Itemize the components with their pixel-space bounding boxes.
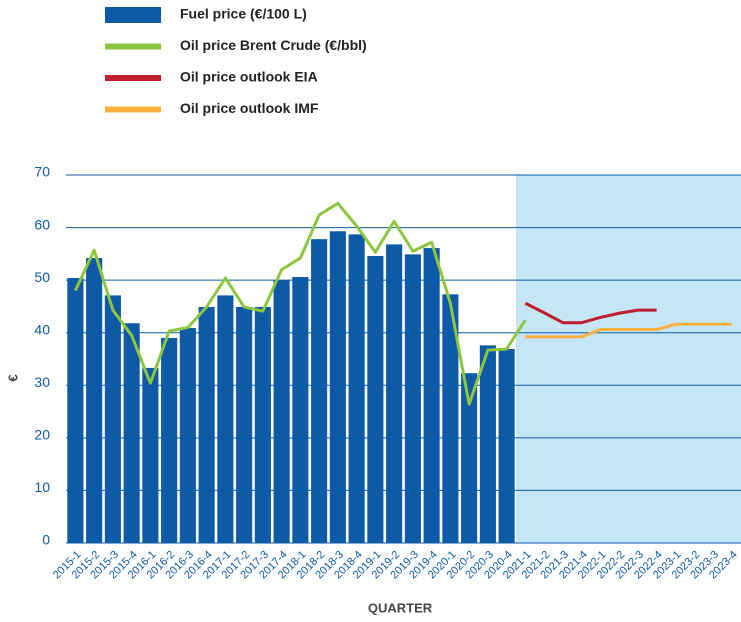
forecast-area <box>516 175 741 543</box>
bar <box>292 276 309 543</box>
y-tick-label: 60 <box>34 216 50 232</box>
bar <box>104 295 121 543</box>
line <box>524 301 657 325</box>
bar <box>461 373 478 543</box>
bar <box>179 327 196 543</box>
bar <box>329 231 346 543</box>
y-tick-label: 30 <box>34 374 50 390</box>
legend-swatch <box>105 75 161 81</box>
bar <box>67 278 84 543</box>
bar <box>479 345 496 543</box>
y-tick-label: 70 <box>34 164 50 180</box>
bar <box>386 244 403 543</box>
bar <box>161 337 178 543</box>
legend-swatch <box>105 43 161 50</box>
bar <box>404 254 421 543</box>
legend-label: Oil price Brent Crude (€/bbl) <box>180 37 367 53</box>
x-axis-label: QUARTER <box>368 600 433 615</box>
legend-label: Oil price outlook IMF <box>180 100 319 116</box>
legend-label: Oil price outlook EIA <box>180 69 318 85</box>
bar <box>123 323 140 543</box>
bar <box>311 239 328 543</box>
legend-swatch <box>105 7 161 23</box>
bar <box>236 306 253 543</box>
line <box>525 322 732 339</box>
bar <box>442 294 459 543</box>
legend-swatch <box>105 106 161 113</box>
bar <box>86 258 103 543</box>
y-tick-label: 50 <box>34 269 50 285</box>
bar <box>198 306 215 543</box>
bar <box>498 349 515 543</box>
bar <box>423 248 440 543</box>
y-tick-label: 0 <box>42 532 50 548</box>
bar <box>217 295 234 543</box>
line <box>74 201 527 406</box>
y-tick-label: 20 <box>34 427 50 443</box>
bar <box>348 234 365 544</box>
y-tick-label: 40 <box>34 321 50 337</box>
bar <box>142 367 159 543</box>
y-axis-label: € <box>5 374 20 381</box>
bar <box>254 306 271 543</box>
bar <box>367 255 384 543</box>
bar <box>273 280 290 543</box>
y-tick-label: 10 <box>34 479 50 495</box>
legend-label: Fuel price (€/100 L) <box>180 6 307 22</box>
